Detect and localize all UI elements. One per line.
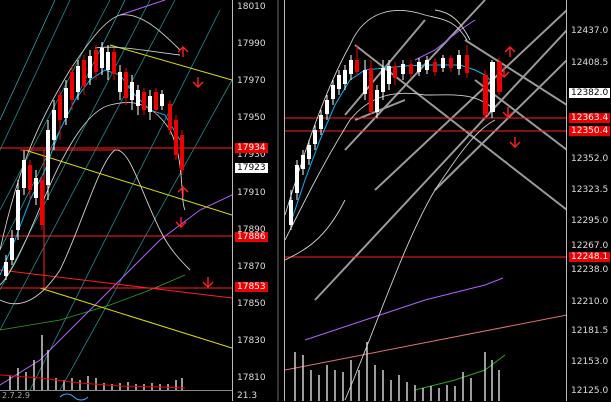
left-chart-plot[interactable] bbox=[0, 0, 232, 390]
left-volume-red-line bbox=[0, 374, 186, 389]
arrow-down-icon bbox=[498, 67, 510, 78]
left-axis-tick: 17830 bbox=[237, 336, 266, 346]
left-yellow-channel bbox=[24, 44, 232, 349]
right-axis-tick: 12125.0 bbox=[571, 386, 609, 396]
left-axis-tick: 17910 bbox=[237, 188, 266, 198]
right-price-tag: 12248.1 bbox=[569, 252, 611, 262]
left-chart-svg[interactable] bbox=[0, 0, 232, 390]
left-axis-tick: 17970 bbox=[237, 76, 266, 86]
right-blue-ma bbox=[289, 64, 496, 226]
right-axis-tick: 12352.0 bbox=[571, 154, 609, 164]
left-axis-tick: 17810 bbox=[237, 373, 266, 383]
arrow-down-icon bbox=[192, 77, 204, 88]
right-axis-tick: 12181.5 bbox=[571, 326, 609, 336]
right-chart-svg[interactable] bbox=[285, 0, 567, 401]
left-price-tag: 17886 bbox=[235, 232, 268, 242]
right-axis-tick: 12295.0 bbox=[571, 216, 609, 226]
arrow-up-icon bbox=[177, 186, 189, 197]
right-candles bbox=[289, 45, 502, 230]
left-current-price-tag: 17923 bbox=[235, 163, 268, 173]
left-axis-bottom-value: 21.3 bbox=[237, 391, 258, 401]
arrow-up-icon bbox=[177, 46, 189, 57]
left-magenta-ma-top bbox=[119, 0, 166, 16]
pane-divider-line[interactable] bbox=[277, 0, 279, 401]
arrow-down-icon bbox=[175, 217, 187, 228]
right-level-lines bbox=[285, 117, 567, 258]
left-axis-tick: 18010 bbox=[237, 2, 266, 12]
right-axis-tick: 12323.5 bbox=[571, 185, 609, 195]
right-magenta-ma-top bbox=[414, 19, 476, 61]
left-price-tag: 17853 bbox=[235, 282, 268, 292]
arrow-down-icon bbox=[509, 137, 521, 148]
right-price-axis[interactable]: 12437.0 12408.5 12352.0 12323.5 12295.0 … bbox=[566, 0, 611, 401]
left-axis-tick: 17950 bbox=[237, 113, 266, 123]
arrow-up-icon bbox=[504, 46, 516, 57]
left-axis-tick: 17990 bbox=[237, 39, 266, 49]
left-magenta-ma bbox=[0, 194, 232, 386]
right-axis-tick: 12437.0 bbox=[571, 26, 609, 36]
right-current-price-tag: 12382.0 bbox=[569, 88, 611, 98]
right-axis-tick: 12408.5 bbox=[571, 58, 609, 68]
left-price-tag: 17934 bbox=[235, 143, 268, 153]
right-volume bbox=[294, 342, 500, 401]
right-price-tag: 12350.4 bbox=[569, 126, 611, 136]
right-price-tag: 12363.4 bbox=[569, 113, 611, 123]
left-time-axis: 2.7.2.9 bbox=[0, 390, 232, 402]
right-signal-arrows bbox=[498, 46, 521, 148]
left-level-lines bbox=[0, 147, 232, 299]
left-axis-tick: 17850 bbox=[237, 299, 266, 309]
left-time-axis-decor bbox=[59, 393, 89, 401]
right-axis-tick: 12153.0 bbox=[571, 357, 609, 367]
right-pink-trendline bbox=[285, 314, 567, 371]
right-chart-plot[interactable] bbox=[284, 0, 567, 401]
arrow-down-icon bbox=[202, 277, 214, 288]
left-axis-tick: 17930 bbox=[237, 150, 266, 160]
left-signal-arrows bbox=[175, 46, 214, 288]
right-green-ma bbox=[414, 354, 506, 391]
left-blue-ma bbox=[0, 69, 181, 276]
left-candles bbox=[4, 42, 184, 280]
right-axis-tick: 12210.0 bbox=[571, 297, 609, 307]
left-price-axis[interactable]: 18010 17990 17970 17950 17930 17910 1789… bbox=[232, 0, 273, 401]
right-axis-tick: 12238.0 bbox=[571, 265, 609, 275]
left-time-labels: 2.7.2.9 bbox=[2, 391, 30, 400]
left-axis-tick: 17870 bbox=[237, 262, 266, 272]
left-green-ma bbox=[0, 274, 186, 331]
right-magenta-ma bbox=[304, 277, 504, 341]
right-axis-tick: 12267.0 bbox=[571, 241, 609, 251]
arrow-down-icon bbox=[502, 107, 514, 118]
left-axis-tick: 17890 bbox=[237, 225, 266, 235]
